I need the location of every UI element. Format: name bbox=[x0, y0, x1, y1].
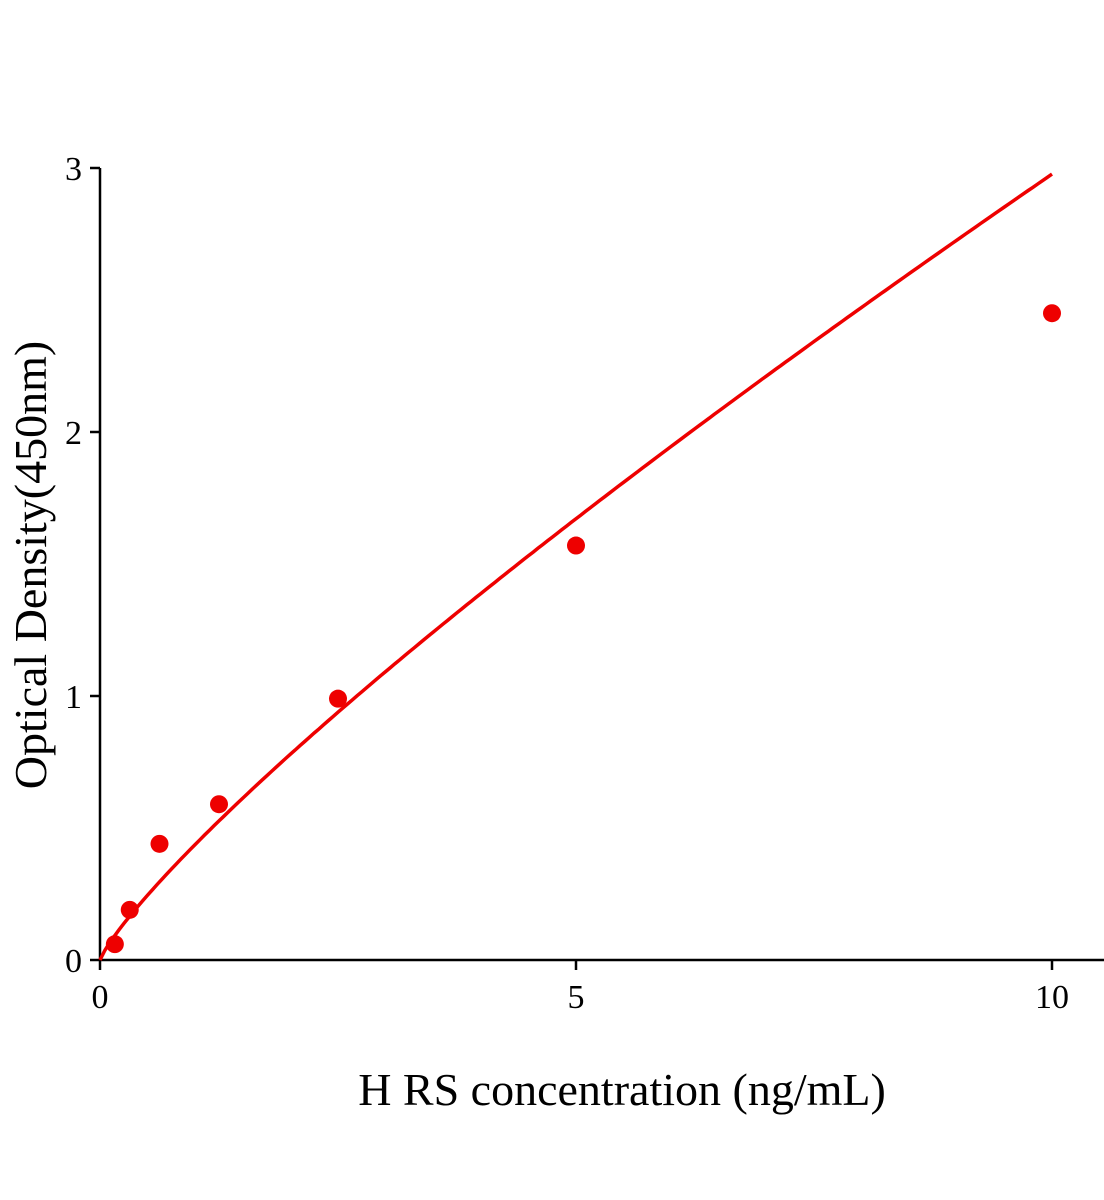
y-tick-label: 1 bbox=[65, 679, 82, 716]
x-tick-labels: 0 5 10 bbox=[92, 979, 1070, 1016]
data-point bbox=[329, 689, 347, 708]
data-point bbox=[120, 900, 139, 919]
axes bbox=[90, 166, 1104, 970]
x-tick-label: 5 bbox=[568, 979, 585, 1016]
x-tick-label: 0 bbox=[92, 979, 109, 1016]
y-tick-label: 3 bbox=[65, 151, 82, 188]
data-point bbox=[105, 935, 124, 954]
data-point bbox=[210, 795, 228, 814]
y-axis-title: Optical Density(450nm) bbox=[5, 341, 56, 789]
y-tick-label: 0 bbox=[65, 943, 82, 980]
x-tick-label: 10 bbox=[1035, 979, 1069, 1016]
fit-curve bbox=[98, 172, 1053, 961]
data-point bbox=[1043, 304, 1061, 323]
y-tick-labels: 0 1 2 3 bbox=[65, 151, 82, 980]
data-points bbox=[105, 304, 1061, 954]
data-point bbox=[150, 834, 169, 853]
data-point bbox=[567, 536, 585, 555]
x-axis-title: H RS concentration (ng/mL) bbox=[358, 1064, 886, 1115]
y-tick-label: 2 bbox=[65, 415, 82, 452]
